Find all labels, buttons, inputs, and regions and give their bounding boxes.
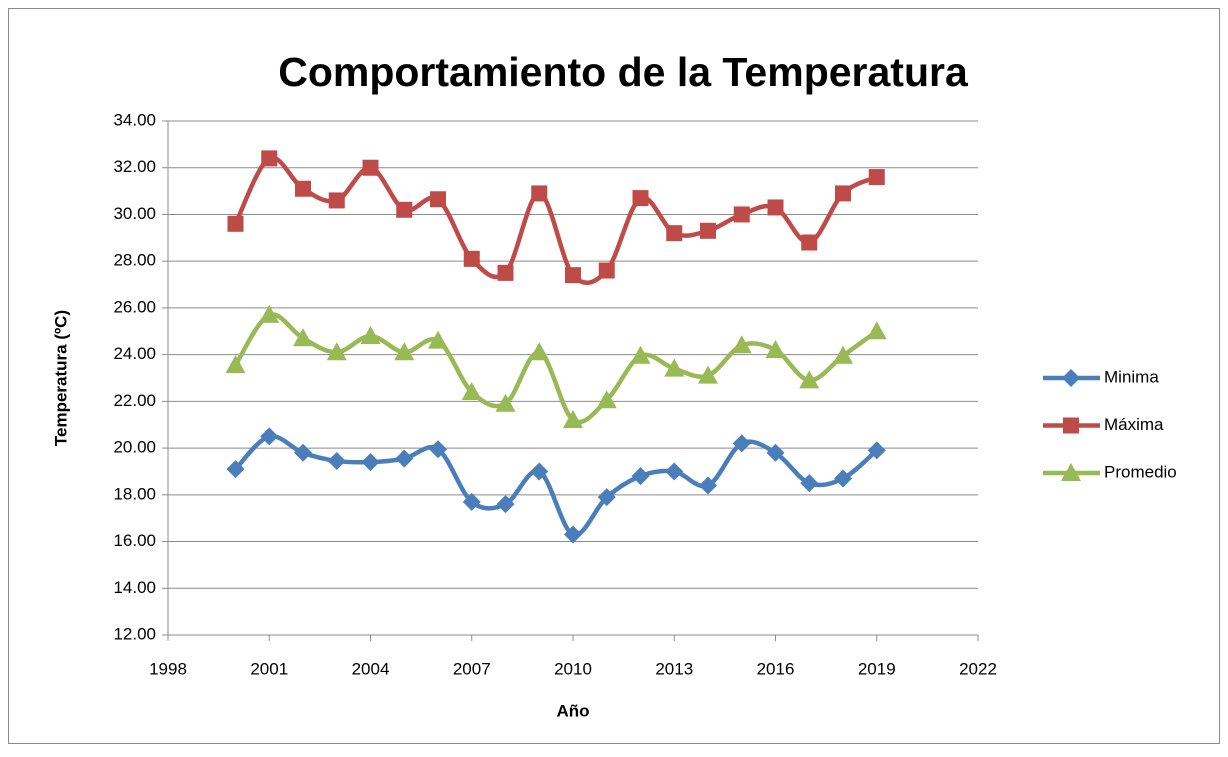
data-point <box>294 443 312 462</box>
data-point <box>799 370 820 389</box>
data-point <box>733 206 750 223</box>
data-point <box>632 190 649 207</box>
data-point <box>835 185 851 202</box>
data-point <box>531 185 548 202</box>
y-tick-label: 30.00 <box>113 204 156 223</box>
y-tick-label: 16.00 <box>113 531 156 550</box>
data-point <box>463 250 480 267</box>
data-point <box>800 474 819 493</box>
data-point <box>396 201 413 218</box>
data-point <box>394 342 415 361</box>
data-point <box>801 234 818 251</box>
data-point <box>326 342 347 361</box>
data-point <box>495 393 516 412</box>
data-point <box>732 434 751 453</box>
data-point <box>361 453 380 472</box>
data-point <box>293 328 313 347</box>
data-point <box>226 460 245 479</box>
data-point <box>866 321 887 340</box>
legend-marker <box>1063 417 1079 434</box>
data-point <box>564 525 582 544</box>
data-point <box>565 267 581 284</box>
data-point <box>227 215 244 232</box>
data-point <box>867 441 886 460</box>
data-point <box>630 345 651 364</box>
data-point <box>429 440 447 459</box>
data-point <box>731 335 752 354</box>
y-tick-label: 24.00 <box>113 344 156 363</box>
y-tick-label: 20.00 <box>113 438 156 457</box>
legend-marker <box>1061 463 1081 481</box>
x-tick-label: 2019 <box>858 659 896 678</box>
legend-marker <box>1062 369 1080 387</box>
y-tick-label: 22.00 <box>113 391 156 410</box>
chart-title: Comportamiento de la Temperatura <box>278 49 969 95</box>
data-point <box>362 159 379 176</box>
y-tick-label: 32.00 <box>113 157 156 176</box>
legend-label: Promedio <box>1104 462 1177 481</box>
y-tick-label: 12.00 <box>113 624 156 643</box>
legend-label: Minima <box>1104 367 1159 386</box>
data-point <box>261 150 278 167</box>
y-tick-label: 26.00 <box>113 297 156 316</box>
data-point <box>530 462 549 481</box>
data-point <box>295 180 311 197</box>
x-tick-label: 2004 <box>352 659 390 678</box>
x-tick-label: 1998 <box>149 659 187 678</box>
data-point <box>596 390 617 409</box>
data-point <box>666 225 683 242</box>
data-point <box>664 358 685 377</box>
x-tick-label: 2016 <box>757 659 795 678</box>
data-point <box>834 469 852 488</box>
data-point <box>461 382 482 401</box>
x-tick-label: 2022 <box>959 659 997 678</box>
data-point <box>868 169 885 186</box>
data-point <box>833 345 853 364</box>
data-point <box>765 339 786 358</box>
data-point <box>665 462 684 481</box>
data-point <box>700 222 716 239</box>
data-point <box>563 410 583 429</box>
data-point <box>260 427 279 446</box>
y-tick-label: 14.00 <box>113 578 156 597</box>
data-point <box>259 304 280 323</box>
data-point <box>328 192 345 209</box>
data-point <box>497 264 514 281</box>
data-point <box>698 365 718 384</box>
series-line <box>233 312 879 425</box>
data-point <box>496 495 515 514</box>
data-point <box>430 191 446 208</box>
data-point <box>327 451 346 470</box>
data-point <box>529 342 550 361</box>
x-tick-label: 2007 <box>453 659 491 678</box>
data-point <box>395 449 414 468</box>
data-point <box>360 325 381 344</box>
data-point <box>225 355 246 374</box>
data-point <box>462 492 481 511</box>
x-tick-label: 2010 <box>554 659 592 678</box>
data-point <box>767 199 784 216</box>
x-tick-label: 2013 <box>655 659 693 678</box>
data-point <box>597 488 616 507</box>
y-tick-label: 18.00 <box>113 484 156 503</box>
data-point <box>428 330 448 349</box>
data-point <box>598 262 615 279</box>
data-point <box>631 467 650 486</box>
y-axis-title: Temperatura (ºC) <box>51 310 70 446</box>
y-tick-label: 34.00 <box>113 110 156 129</box>
y-tick-label: 28.00 <box>113 251 156 270</box>
data-point <box>766 443 785 462</box>
data-point <box>699 476 717 495</box>
legend-label: Máxima <box>1104 415 1164 434</box>
x-tick-label: 2001 <box>250 659 288 678</box>
x-axis-title: Año <box>556 701 589 720</box>
chart-frame <box>8 8 1220 744</box>
